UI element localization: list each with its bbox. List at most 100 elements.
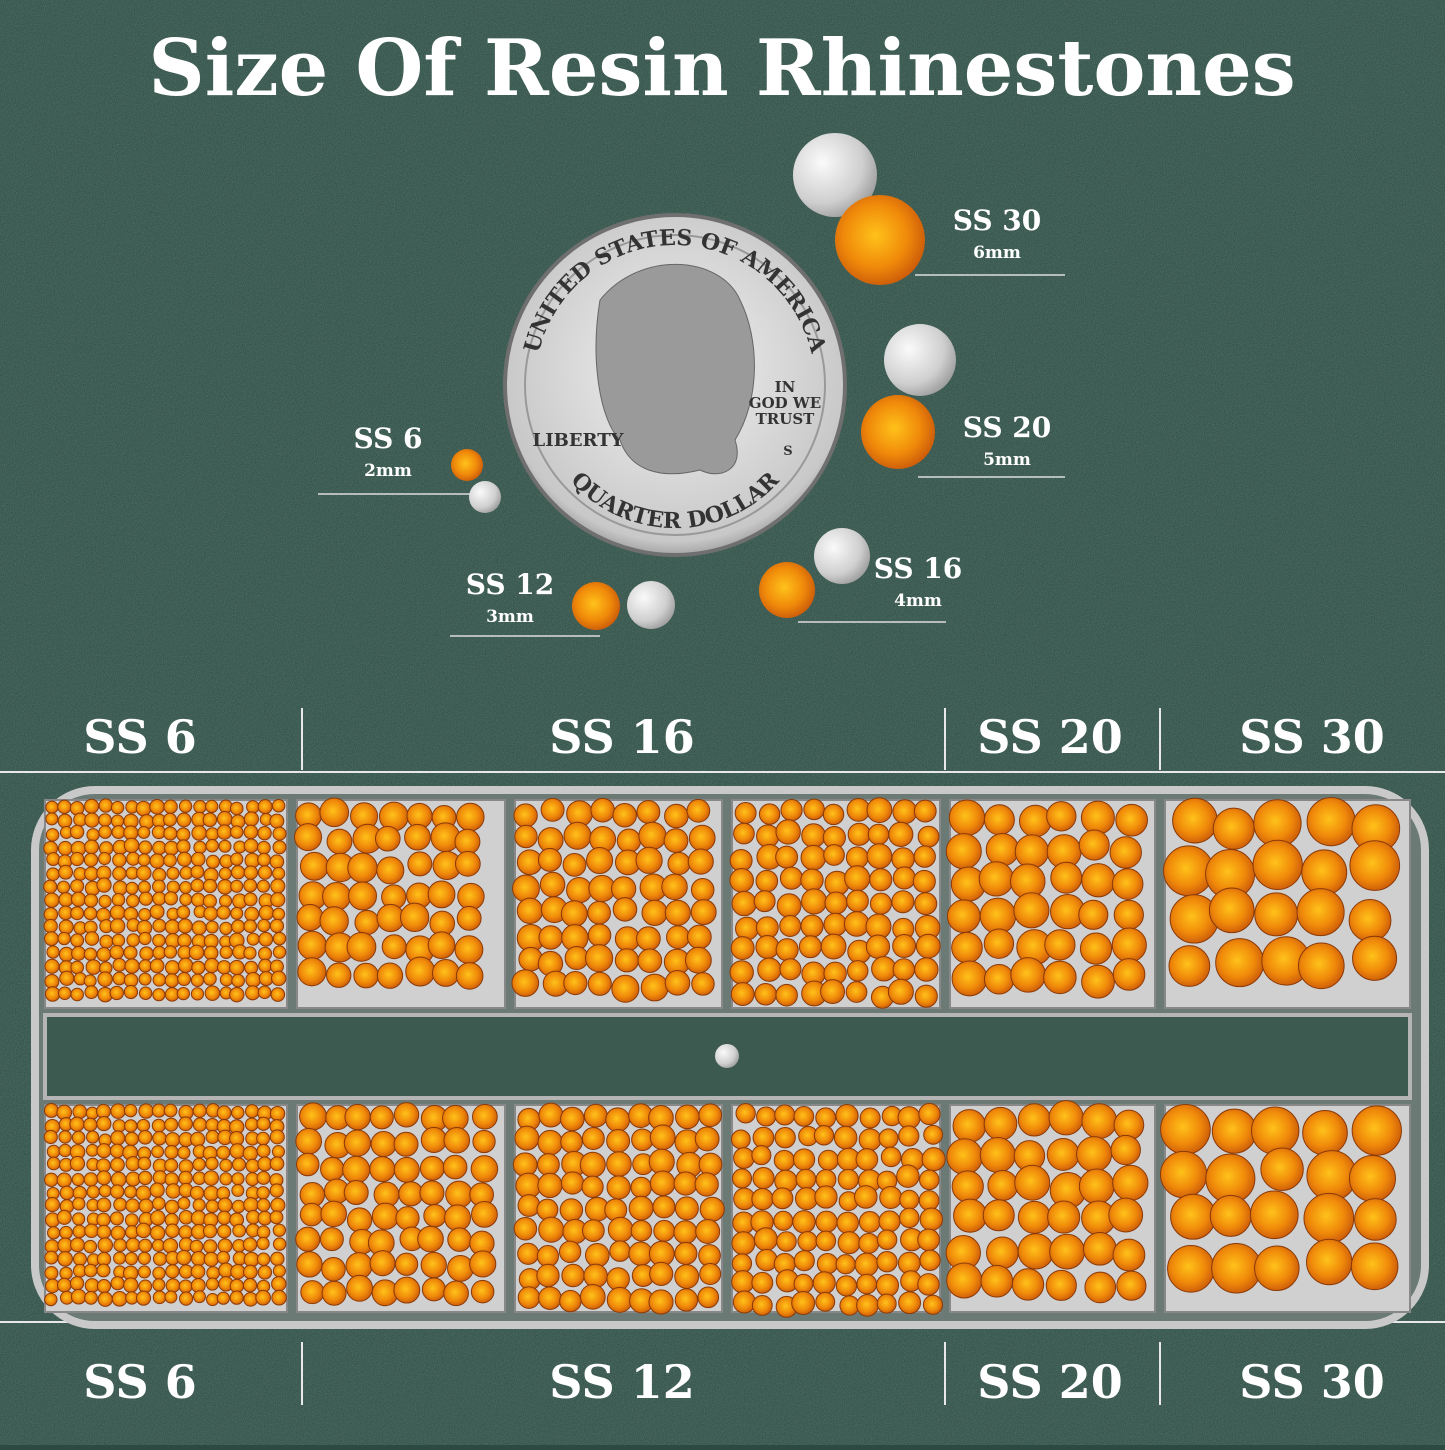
rhinestone <box>163 812 177 827</box>
rhinestone <box>370 1131 397 1158</box>
rhinestone <box>986 1236 1019 1270</box>
rhinestone <box>152 1196 166 1211</box>
rhinestone <box>217 1238 233 1254</box>
rhinestone <box>606 1286 633 1313</box>
rhinestone <box>815 1230 837 1252</box>
rhinestone <box>835 1254 856 1275</box>
rhinestone <box>587 900 611 925</box>
rhinestone <box>664 803 689 829</box>
rhinestone <box>112 971 127 986</box>
rhinestone <box>605 1107 631 1133</box>
rhinestone <box>1249 1190 1299 1240</box>
rhinestone <box>152 988 166 1002</box>
rhinestone <box>206 1292 220 1307</box>
rhinestone <box>686 924 712 950</box>
rhinestone <box>755 1248 778 1272</box>
rhinestone <box>979 897 1017 935</box>
rhinestone <box>899 1207 920 1229</box>
rhinestone <box>1011 1268 1045 1301</box>
rhinestone <box>178 1170 193 1186</box>
rhinestone <box>299 1202 324 1227</box>
rhinestone <box>84 931 100 946</box>
rhinestone <box>243 878 258 893</box>
rhinestone <box>111 933 126 948</box>
rhinestone <box>149 958 165 974</box>
rhinestone <box>269 1129 285 1145</box>
rhinestone <box>270 1197 286 1213</box>
rhinestone <box>45 828 60 842</box>
rhinestone <box>892 958 916 981</box>
rhinestone <box>1160 1104 1211 1155</box>
rhinestone <box>110 1130 126 1146</box>
rhinestone <box>178 1225 193 1240</box>
rhinestone <box>163 826 178 841</box>
rhinestone <box>793 1273 814 1294</box>
rhinestone <box>815 1107 837 1129</box>
rhinestone <box>1045 1269 1077 1301</box>
rhinestone <box>586 846 614 875</box>
rhinestone <box>123 984 139 1000</box>
rhinestone <box>917 825 940 848</box>
rhinestone <box>231 1172 245 1186</box>
rhinestone <box>135 800 152 817</box>
rhinestone <box>123 1277 139 1293</box>
rhinestone <box>193 840 207 855</box>
rhinestone <box>793 1106 815 1127</box>
rhinestone <box>688 824 716 852</box>
rhinestone <box>216 960 232 975</box>
tray-pin <box>715 1044 739 1068</box>
rhinestone <box>149 904 165 920</box>
rhinestone <box>98 813 112 827</box>
rhinestone <box>258 958 273 973</box>
rhinestone <box>876 1251 898 1273</box>
rhinestone <box>70 933 85 948</box>
rhinestone <box>136 865 152 881</box>
rhinestone <box>138 1198 154 1214</box>
rhinestone <box>191 960 206 975</box>
rhinestone <box>164 973 180 988</box>
rhinestone <box>1110 1134 1141 1166</box>
rhinestone <box>178 1116 193 1132</box>
rhinestone <box>1111 927 1147 963</box>
rhinestone <box>44 1196 60 1213</box>
rhinestone <box>179 1291 194 1306</box>
rhinestone <box>113 1251 127 1265</box>
rhinestone <box>190 851 206 867</box>
rhinestone <box>612 897 638 922</box>
rhinestone <box>1112 958 1146 991</box>
rhinestone <box>875 1273 900 1297</box>
rhinestone <box>58 892 74 908</box>
rhinestone <box>649 1124 676 1151</box>
rhinestone <box>800 844 827 871</box>
rhinestone <box>232 1223 247 1238</box>
rhinestone <box>58 919 74 935</box>
rhinestone <box>1260 1147 1304 1191</box>
rhinestone <box>731 1231 756 1256</box>
rhinestone <box>57 931 71 946</box>
rhinestone <box>72 1252 87 1267</box>
rhinestone <box>1306 797 1356 847</box>
size-label: SS 12 <box>466 568 555 601</box>
rhinestone <box>70 891 87 907</box>
rhinestone <box>70 987 84 1002</box>
rhinestone <box>407 851 433 877</box>
rhinestone <box>151 879 166 894</box>
rhinestone <box>164 1290 178 1304</box>
rhinestone <box>880 1146 902 1168</box>
rhinestone <box>202 894 217 909</box>
rhinestone <box>321 1280 347 1306</box>
rhinestone <box>84 812 100 828</box>
rhinestone <box>923 1124 944 1145</box>
rhinestone <box>686 798 711 823</box>
rhinestone <box>695 1218 721 1244</box>
rhinestone <box>177 1196 191 1210</box>
rhinestone <box>295 1226 321 1252</box>
rhinestone <box>257 825 272 841</box>
rhinestone <box>1254 1245 1300 1292</box>
rhinestone <box>138 931 152 946</box>
rhinestone <box>1211 1108 1257 1154</box>
quarter-coin: UNITED STATES OF AMERICA QUARTER DOLLAR … <box>503 213 847 557</box>
rhinestone <box>664 970 691 996</box>
rhinestone <box>913 845 936 868</box>
rhinestone <box>774 1127 796 1149</box>
